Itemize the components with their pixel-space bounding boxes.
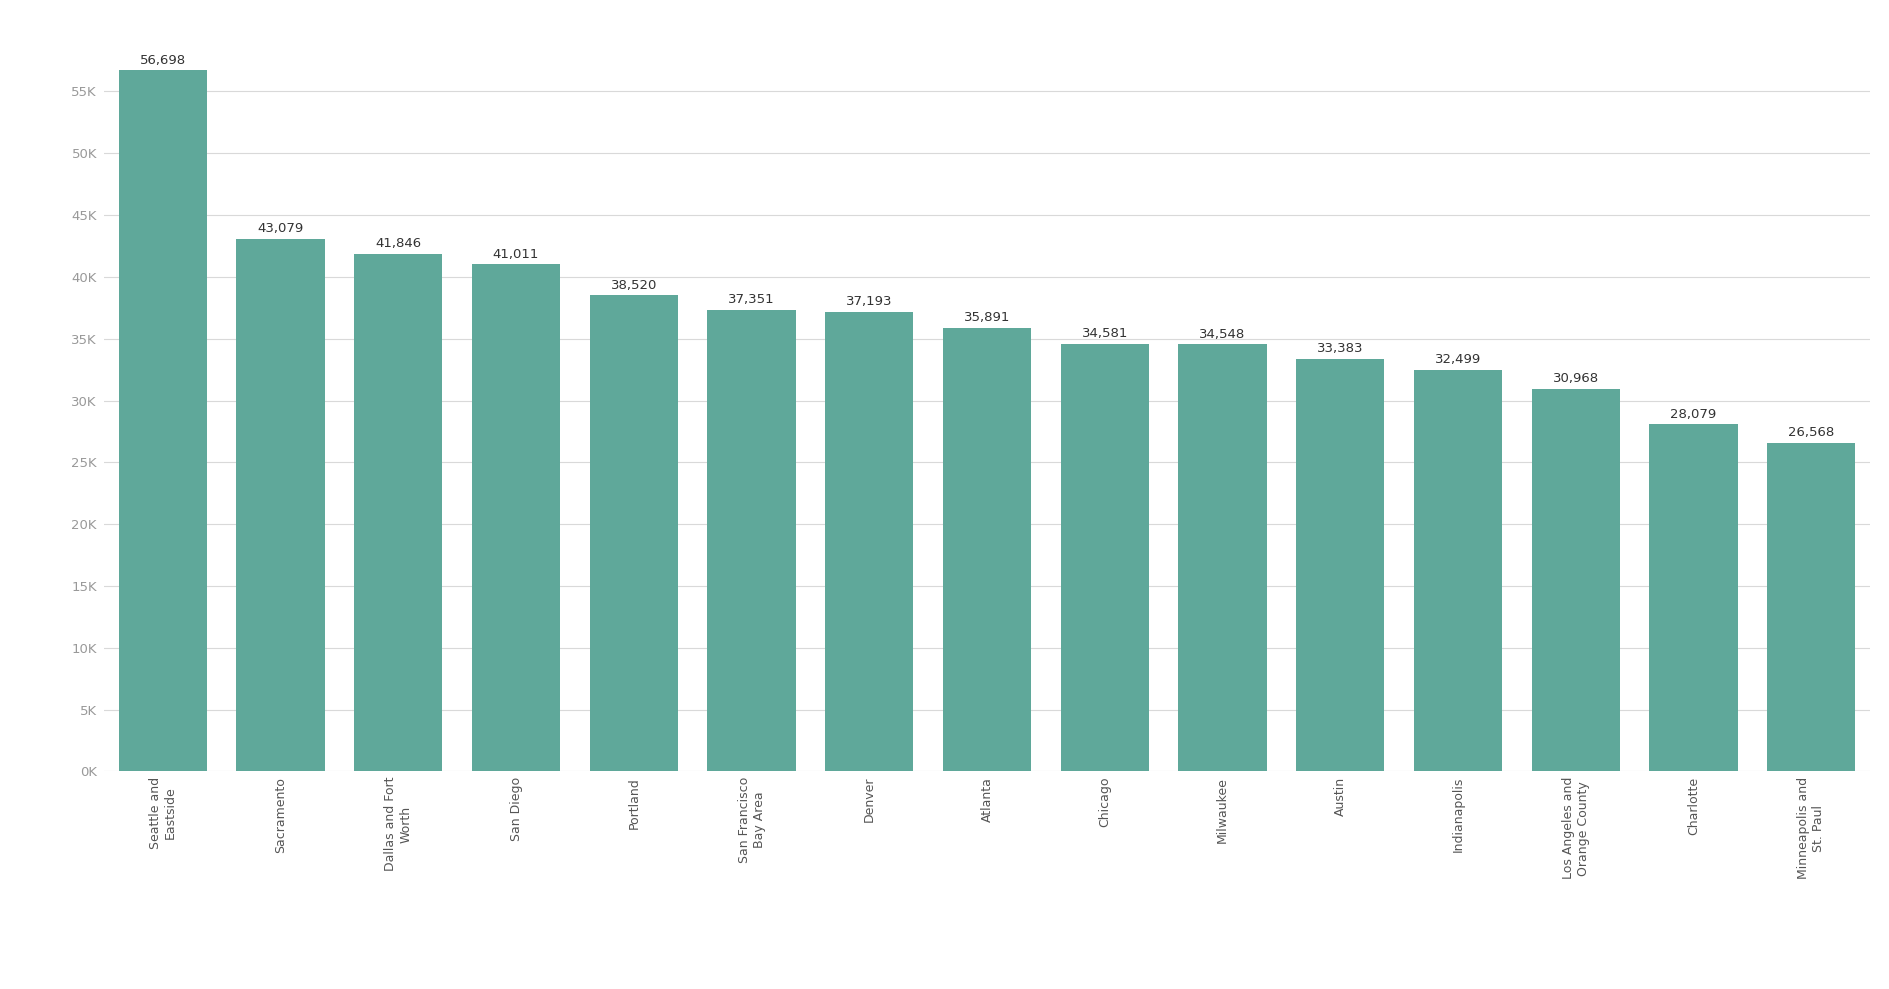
Bar: [1296, 359, 1385, 771]
Bar: [119, 70, 208, 771]
Text: 38,520: 38,520: [610, 279, 657, 292]
Bar: [236, 239, 325, 771]
Bar: [1060, 344, 1149, 771]
Bar: [706, 310, 795, 771]
Bar: [1413, 370, 1502, 771]
Text: 37,193: 37,193: [846, 295, 892, 308]
Text: 41,011: 41,011: [493, 247, 538, 261]
Text: 41,846: 41,846: [376, 237, 421, 250]
Text: 33,383: 33,383: [1317, 342, 1364, 355]
Text: 32,499: 32,499: [1436, 353, 1481, 366]
Text: 30,968: 30,968: [1553, 372, 1598, 385]
Bar: [1179, 344, 1268, 771]
Bar: [472, 264, 561, 771]
Text: 56,698: 56,698: [140, 53, 185, 67]
Bar: [825, 312, 914, 771]
Text: 43,079: 43,079: [257, 223, 304, 235]
Text: 26,568: 26,568: [1789, 426, 1834, 439]
Text: 34,548: 34,548: [1200, 327, 1245, 340]
Text: 28,079: 28,079: [1670, 407, 1717, 420]
Text: 35,891: 35,891: [963, 311, 1011, 324]
Bar: [943, 327, 1031, 771]
Bar: [353, 254, 442, 771]
Bar: [1766, 443, 1855, 771]
Text: 37,351: 37,351: [727, 293, 774, 306]
Text: 34,581: 34,581: [1082, 327, 1128, 340]
Bar: [589, 295, 678, 771]
Bar: [1532, 389, 1621, 771]
Bar: [1649, 424, 1738, 771]
